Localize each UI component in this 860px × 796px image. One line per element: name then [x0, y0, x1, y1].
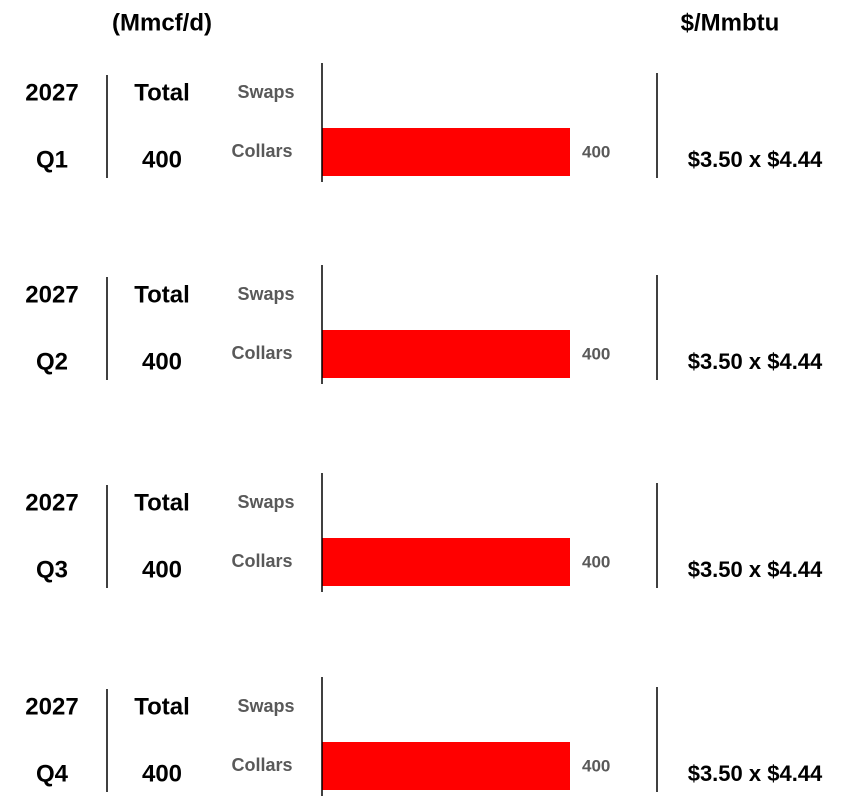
- year: 2027: [25, 693, 78, 720]
- price: $3.50 x $4.44: [688, 557, 823, 582]
- swaps-label: Swaps: [237, 284, 294, 304]
- total: 400: [142, 556, 182, 583]
- total: 400: [142, 348, 182, 375]
- bar: [322, 330, 570, 378]
- total-label: Total: [134, 79, 190, 106]
- volume-unit: (Mmcf/d): [112, 9, 212, 36]
- collars-label: Collars: [231, 343, 292, 363]
- value-label: 400: [582, 756, 610, 775]
- swaps-label: Swaps: [237, 696, 294, 716]
- price: $3.50 x $4.44: [688, 147, 823, 172]
- value-label: 400: [582, 344, 610, 363]
- quarter: Q1: [36, 146, 68, 173]
- value-label: 400: [582, 552, 610, 571]
- year: 2027: [25, 79, 78, 106]
- collars-label: Collars: [231, 141, 292, 161]
- collars-label: Collars: [231, 551, 292, 571]
- swaps-label: Swaps: [237, 492, 294, 512]
- quarter: Q4: [36, 760, 69, 787]
- collars-label: Collars: [231, 755, 292, 775]
- total: 400: [142, 146, 182, 173]
- price: $3.50 x $4.44: [688, 761, 823, 786]
- quarter: Q3: [36, 556, 68, 583]
- total-label: Total: [134, 281, 190, 308]
- total-label: Total: [134, 489, 190, 516]
- price: $3.50 x $4.44: [688, 349, 823, 374]
- value-label: 400: [582, 142, 610, 161]
- swaps-label: Swaps: [237, 82, 294, 102]
- year: 2027: [25, 489, 78, 516]
- bar: [322, 742, 570, 790]
- bar: [322, 128, 570, 176]
- price-unit: $/Mmbtu: [681, 9, 780, 36]
- bar: [322, 538, 570, 586]
- year: 2027: [25, 281, 78, 308]
- total: 400: [142, 760, 182, 787]
- total-label: Total: [134, 693, 190, 720]
- quarter: Q2: [36, 348, 68, 375]
